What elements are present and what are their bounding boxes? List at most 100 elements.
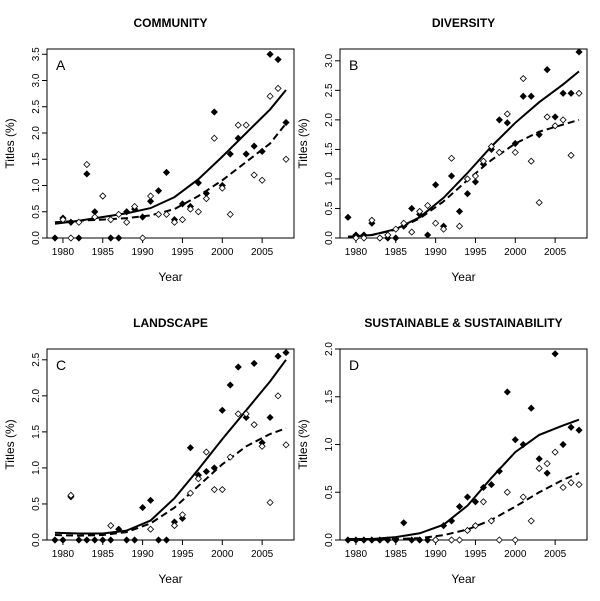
- data-point-open: [107, 216, 115, 224]
- y-tick-label: 1.0: [31, 461, 42, 475]
- data-point-open: [551, 122, 559, 130]
- data-point-filled: [115, 234, 123, 242]
- data-point-open: [154, 210, 163, 218]
- y-axis-label: Titles (%): [3, 118, 17, 168]
- data-point-open: [360, 234, 368, 242]
- panel-letter: A: [56, 57, 66, 73]
- data-point-open: [147, 192, 155, 200]
- data-point-filled: [479, 483, 487, 492]
- data-point-open: [495, 536, 503, 544]
- x-axis-label: Year: [451, 270, 475, 284]
- data-point-open: [91, 213, 99, 221]
- data-point-filled: [194, 179, 202, 187]
- data-point-filled: [543, 66, 551, 74]
- data-point-filled: [282, 349, 290, 357]
- data-point-filled: [282, 118, 290, 127]
- x-tick-label: 2000: [504, 247, 527, 258]
- data-point-filled: [575, 48, 583, 56]
- x-tick-label: 1980: [52, 549, 75, 560]
- data-point-open: [511, 536, 519, 544]
- data-point-filled: [250, 359, 258, 367]
- data-point-filled: [234, 363, 242, 371]
- data-point-open: [210, 134, 218, 142]
- data-point-open: [463, 175, 472, 183]
- plot-frame: [46, 348, 295, 541]
- data-point-open: [210, 485, 218, 494]
- data-point-open: [519, 74, 527, 83]
- panel-letter: C: [56, 357, 66, 373]
- data-point-filled: [447, 517, 456, 525]
- data-point-filled: [567, 423, 575, 431]
- data-point-filled: [258, 147, 266, 155]
- data-point-filled: [392, 536, 400, 544]
- data-point-open: [234, 121, 242, 129]
- data-point-open: [400, 219, 408, 227]
- data-point-filled: [51, 234, 59, 242]
- data-point-open: [519, 493, 527, 501]
- panel-c: LANDSCAPE C 1980 1985 1990 1995 2000 2005 0.0 0.5…: [3, 316, 295, 586]
- data-point-filled: [551, 350, 559, 358]
- x-tick-label: 2005: [251, 247, 274, 258]
- data-point-filled: [495, 116, 503, 124]
- x-tick-label: 1995: [171, 549, 194, 560]
- y-tick-label: 2.5: [31, 99, 42, 113]
- y-tick-label: 1.0: [324, 172, 335, 186]
- data-point-filled: [274, 55, 282, 64]
- data-point-open: [479, 157, 487, 165]
- data-point-open: [384, 231, 392, 239]
- data-point-filled: [400, 519, 408, 527]
- data-point-open: [368, 216, 376, 224]
- data-point-filled: [226, 381, 234, 389]
- data-point-open: [274, 84, 282, 92]
- y-tick-label: 3.0: [31, 73, 42, 87]
- data-point-filled: [567, 89, 575, 97]
- data-point-open: [282, 441, 290, 449]
- x-tick-label: 2005: [544, 247, 567, 258]
- data-point-open: [202, 448, 210, 456]
- data-point-open: [543, 113, 551, 121]
- data-point-filled: [503, 119, 511, 127]
- data-point-open: [242, 121, 250, 129]
- data-point-open: [432, 219, 440, 227]
- data-point-open: [123, 218, 131, 226]
- data-point-filled: [503, 388, 511, 396]
- data-point-filled: [471, 178, 480, 186]
- data-point-filled: [447, 172, 456, 180]
- y-tick-label: 1.0: [31, 178, 42, 192]
- data-point-filled: [408, 204, 416, 213]
- data-point-filled: [543, 469, 551, 477]
- y-tick-label: 0.5: [324, 201, 335, 215]
- data-point-open: [416, 207, 424, 215]
- data-point-open: [543, 460, 551, 468]
- data-point-filled: [210, 464, 218, 472]
- data-point-filled: [226, 150, 234, 158]
- data-point-open: [567, 151, 575, 159]
- data-point-filled: [463, 190, 472, 198]
- x-tick-label: 2005: [544, 549, 567, 560]
- data-point-filled: [162, 536, 171, 544]
- data-point-filled: [115, 525, 123, 533]
- data-point-open: [258, 176, 266, 184]
- data-point-open: [408, 228, 416, 236]
- data-point-open: [471, 172, 480, 180]
- panel-title: LANDSCAPE: [133, 316, 208, 330]
- y-tick-label: 2.0: [31, 388, 42, 402]
- y-tick-label: 2.0: [324, 342, 335, 356]
- data-point-open: [274, 392, 282, 400]
- data-point-filled: [527, 92, 535, 100]
- x-tick-label: 1990: [424, 549, 447, 560]
- data-point-filled: [139, 504, 147, 512]
- plot-frame: [339, 348, 588, 541]
- trend-line-dashed: [54, 427, 287, 537]
- data-point-open: [170, 522, 179, 530]
- data-point-filled: [551, 113, 559, 121]
- data-point-open: [234, 410, 242, 418]
- data-point-open: [455, 536, 464, 544]
- data-point-filled: [368, 536, 376, 544]
- data-point-open: [131, 202, 139, 211]
- data-point-open: [471, 522, 480, 530]
- panel-title: SUSTAINABLE & SUSTAINABILITY: [364, 316, 562, 330]
- y-tick-label: 1.5: [324, 389, 335, 403]
- data-point-filled: [91, 536, 99, 544]
